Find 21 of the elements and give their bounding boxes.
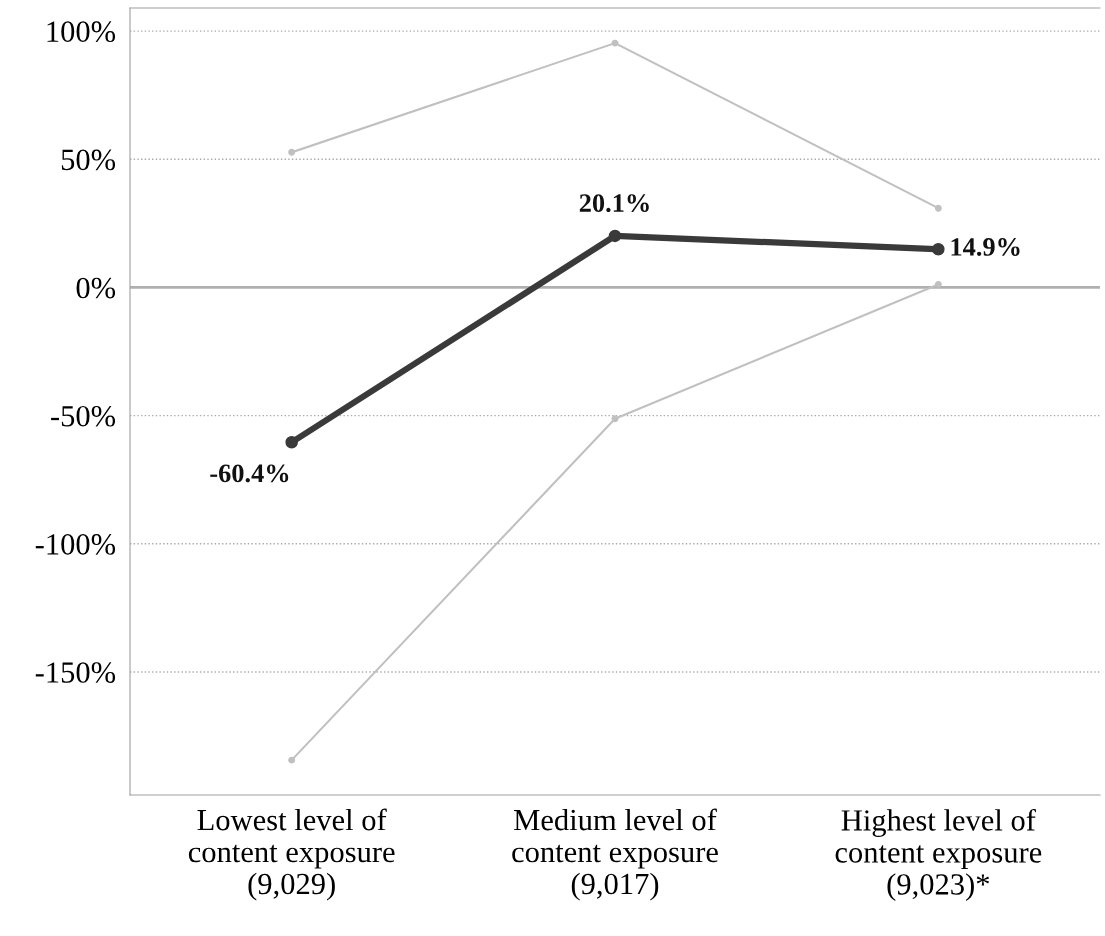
y-tick-label: -100% [35,534,116,555]
point [934,204,942,212]
point [288,148,296,156]
point [288,756,296,764]
x-tick-label: Highest level of content exposure (9,023)* [835,808,1042,901]
y-tick-label: -50% [51,405,116,427]
x-tick-label: Lowest level of content exposure (9,029) [188,808,395,901]
y-tick-label: 100% [47,21,116,43]
data-label: 20.1% [579,194,649,213]
point [932,242,945,256]
point [611,415,619,423]
point [608,229,622,243]
point [285,436,298,449]
x-tick-label: Medium level of content exposure (9,017) [512,808,718,901]
point [934,280,942,288]
data-label: -60.4% [210,464,289,483]
y-tick-label: -150% [35,662,116,683]
data-label: 14.9% [951,238,1020,256]
point [611,39,619,47]
y-tick-label: 0% [76,277,116,299]
y-tick-label: 50% [61,149,116,171]
